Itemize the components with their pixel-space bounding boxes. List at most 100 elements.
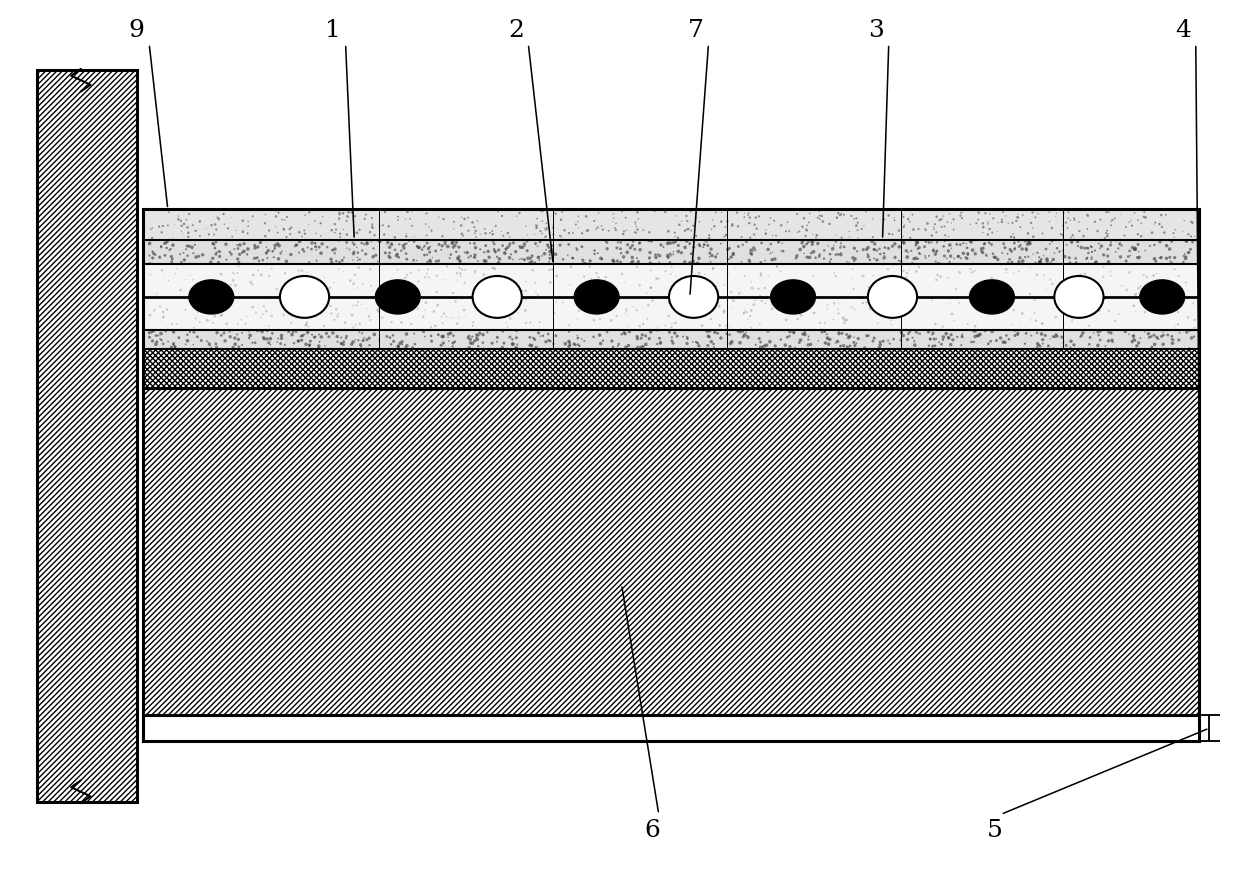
Point bbox=[488, 243, 508, 257]
Point bbox=[476, 227, 496, 241]
Point bbox=[1004, 236, 1024, 250]
Point bbox=[633, 317, 653, 330]
Point bbox=[421, 223, 441, 237]
Point bbox=[701, 281, 721, 295]
Point bbox=[690, 306, 710, 320]
Text: 5: 5 bbox=[987, 819, 1002, 841]
Point bbox=[333, 222, 353, 236]
Point bbox=[613, 227, 633, 241]
Point bbox=[577, 209, 597, 223]
Point bbox=[681, 247, 701, 261]
Point bbox=[951, 206, 971, 220]
Point bbox=[771, 264, 791, 278]
Point bbox=[516, 291, 536, 305]
Point bbox=[144, 324, 164, 338]
Point bbox=[741, 243, 761, 257]
Point bbox=[723, 294, 743, 308]
Point bbox=[368, 255, 388, 269]
Point bbox=[648, 248, 667, 262]
Point bbox=[388, 340, 408, 354]
Point bbox=[257, 245, 277, 259]
Point bbox=[664, 326, 684, 340]
Point bbox=[1053, 229, 1073, 243]
Point bbox=[792, 236, 812, 250]
Point bbox=[617, 303, 636, 317]
Point bbox=[538, 241, 558, 255]
Point bbox=[290, 246, 310, 260]
Point bbox=[702, 213, 722, 227]
Point bbox=[628, 222, 648, 236]
Point bbox=[858, 241, 878, 255]
Point bbox=[546, 329, 566, 343]
Point bbox=[1078, 222, 1098, 236]
Point bbox=[1178, 245, 1198, 259]
Point bbox=[1134, 210, 1154, 224]
Point bbox=[266, 220, 286, 234]
Point bbox=[607, 298, 626, 312]
Point bbox=[1137, 270, 1157, 284]
Point bbox=[837, 255, 856, 269]
Point bbox=[988, 215, 1008, 229]
Point bbox=[465, 250, 485, 264]
Point bbox=[334, 335, 354, 349]
Point bbox=[1185, 321, 1204, 335]
Point bbox=[735, 269, 755, 283]
Point bbox=[450, 266, 470, 280]
Point bbox=[414, 241, 434, 255]
Point bbox=[531, 329, 551, 343]
Point bbox=[270, 296, 290, 310]
Point bbox=[409, 241, 429, 255]
Point bbox=[1074, 229, 1094, 243]
Point bbox=[1125, 305, 1145, 319]
Point bbox=[537, 216, 557, 230]
Point bbox=[388, 209, 408, 223]
Point bbox=[397, 327, 416, 341]
Point bbox=[664, 245, 684, 259]
Point bbox=[306, 289, 326, 303]
Point bbox=[838, 340, 858, 354]
Point bbox=[837, 328, 856, 342]
Point bbox=[1116, 220, 1136, 234]
Point bbox=[1081, 252, 1101, 266]
Point bbox=[1101, 215, 1121, 228]
Point bbox=[322, 223, 342, 237]
Point bbox=[865, 237, 885, 251]
Point bbox=[701, 242, 721, 256]
Point bbox=[343, 321, 363, 335]
Point bbox=[559, 338, 579, 352]
Point bbox=[420, 253, 440, 267]
Point bbox=[614, 325, 634, 339]
Point bbox=[718, 252, 738, 266]
Point bbox=[423, 250, 443, 264]
Point bbox=[252, 253, 272, 267]
Point bbox=[488, 290, 508, 303]
Point bbox=[630, 278, 650, 292]
Point bbox=[1039, 215, 1059, 228]
Point bbox=[863, 334, 883, 348]
Point bbox=[510, 206, 530, 220]
Point bbox=[625, 226, 645, 240]
Point bbox=[257, 324, 277, 337]
Point bbox=[650, 249, 670, 262]
Point bbox=[674, 281, 694, 295]
Point bbox=[1131, 216, 1151, 230]
Point bbox=[404, 235, 424, 249]
Point bbox=[344, 245, 364, 259]
Ellipse shape bbox=[280, 276, 329, 318]
Point bbox=[853, 269, 873, 283]
Point bbox=[420, 317, 440, 330]
Point bbox=[250, 235, 270, 249]
Point bbox=[507, 324, 527, 337]
Point bbox=[1096, 226, 1116, 240]
Point bbox=[740, 255, 759, 269]
Point bbox=[203, 316, 222, 330]
Point bbox=[597, 242, 617, 255]
Point bbox=[302, 242, 322, 256]
Point bbox=[295, 328, 314, 342]
Point bbox=[445, 238, 465, 252]
Point bbox=[306, 240, 326, 254]
Point bbox=[503, 337, 523, 351]
Point bbox=[1079, 318, 1099, 332]
Point bbox=[1048, 287, 1068, 301]
Point bbox=[927, 244, 947, 258]
